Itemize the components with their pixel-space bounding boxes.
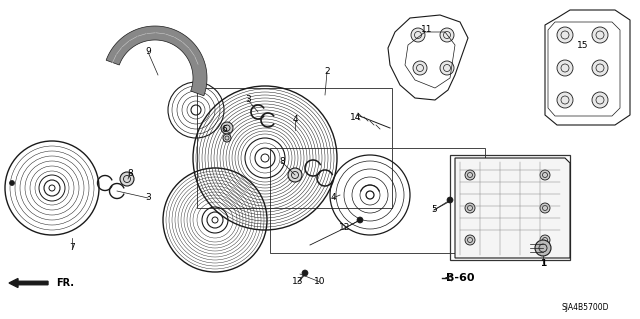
Text: 13: 13 [292,278,304,286]
Circle shape [592,27,608,43]
Circle shape [535,240,551,256]
Text: 11: 11 [421,26,433,34]
Bar [450,155,570,260]
Text: 12: 12 [339,224,351,233]
Text: SJA4B5700D: SJA4B5700D [561,303,609,313]
Circle shape [411,28,425,42]
Circle shape [557,92,573,108]
Text: 3: 3 [145,194,151,203]
Circle shape [120,172,134,186]
Text: 8: 8 [127,168,133,177]
Circle shape [288,168,302,182]
Circle shape [465,170,475,180]
Circle shape [440,28,454,42]
Circle shape [557,60,573,76]
Text: 14: 14 [350,114,362,122]
Text: 5: 5 [431,205,437,214]
Circle shape [221,122,233,134]
Circle shape [465,235,475,245]
Text: 4: 4 [330,194,336,203]
Bar [270,148,485,253]
Text: B-60: B-60 [445,273,474,283]
Text: 2: 2 [324,68,330,77]
Circle shape [540,203,550,213]
Text: 10: 10 [314,278,326,286]
Circle shape [302,270,308,276]
Circle shape [540,235,550,245]
Text: 1: 1 [540,258,546,268]
Circle shape [10,181,15,186]
Circle shape [440,61,454,75]
Circle shape [447,197,453,203]
Text: 15: 15 [577,41,589,49]
Circle shape [465,203,475,213]
Circle shape [592,60,608,76]
FancyArrow shape [9,278,48,287]
Circle shape [557,27,573,43]
Text: 3: 3 [245,95,251,105]
Circle shape [223,134,231,142]
Polygon shape [455,158,570,258]
Circle shape [592,92,608,108]
Bar [197,88,392,208]
Circle shape [357,217,363,223]
Text: 7: 7 [69,243,75,253]
Circle shape [540,170,550,180]
Text: 6: 6 [221,125,227,135]
Circle shape [413,61,427,75]
Polygon shape [106,26,207,96]
Text: FR.: FR. [56,278,74,288]
Text: 9: 9 [145,48,151,56]
Text: 4: 4 [292,115,298,124]
Text: 8: 8 [279,158,285,167]
